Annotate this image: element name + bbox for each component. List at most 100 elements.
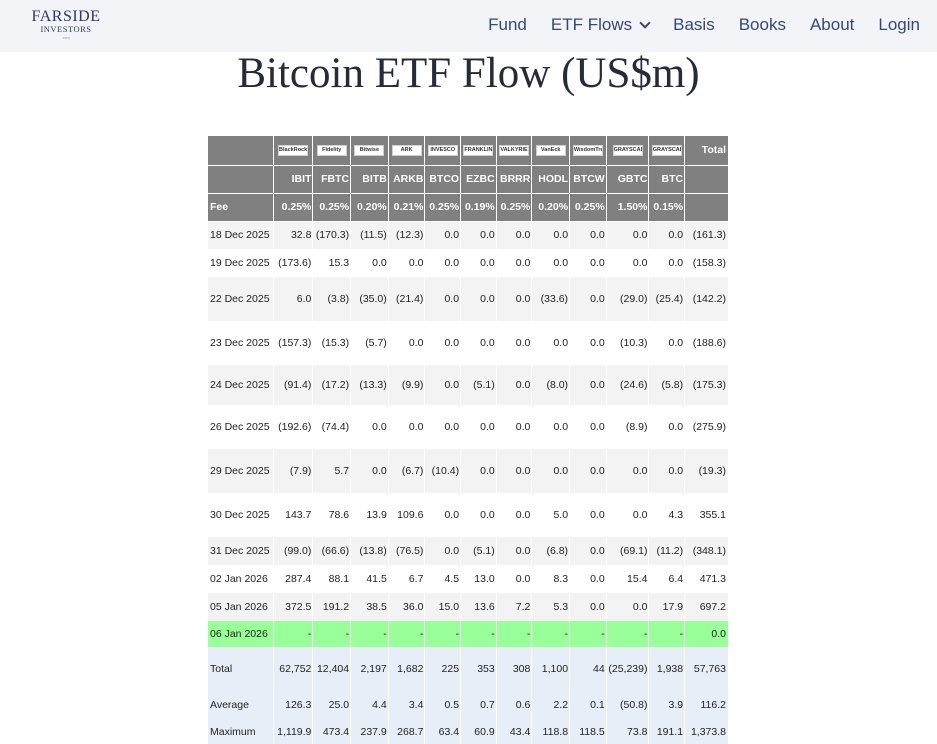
summary-cell: 126.3 bbox=[273, 691, 314, 719]
fee-cell: 0.20% bbox=[531, 193, 571, 222]
page-title: Bitcoin ETF Flow (US$m) bbox=[237, 50, 700, 97]
nav-item-basis[interactable]: Basis bbox=[673, 15, 715, 35]
nav-item-login[interactable]: Login bbox=[878, 15, 920, 35]
fund-logo-icon: BlackRock bbox=[278, 144, 309, 156]
nav-item-fund[interactable]: Fund bbox=[488, 15, 527, 35]
flow-cell: 32.8 bbox=[273, 221, 314, 249]
flow-cell: 38.5 bbox=[350, 593, 389, 621]
summary-cell: 3.4 bbox=[388, 691, 426, 719]
row-date: 06 Jan 2026 bbox=[208, 621, 274, 647]
summary-cell: 353 bbox=[460, 647, 497, 691]
flow-cell: 6.7 bbox=[388, 565, 426, 593]
top-navbar: FARSIDE INVESTORS ◦◦◦ Fund ETF Flows Basis… bbox=[0, 0, 937, 52]
nav-item-books[interactable]: Books bbox=[739, 15, 786, 35]
ticker-header: BRRR bbox=[496, 165, 533, 194]
row-total: 471.3 bbox=[684, 565, 729, 593]
row-date: 19 Dec 2025 bbox=[208, 249, 274, 277]
flow-cell: (13.8) bbox=[350, 537, 389, 565]
table-row: 22 Dec 2025 6.0 (3.8) (35.0) (21.4) 0.0 0.0 0.0… bbox=[208, 277, 729, 321]
summary-label: Average bbox=[208, 691, 274, 719]
row-total: (275.9) bbox=[684, 405, 729, 449]
flow-cell: 13.6 bbox=[460, 593, 497, 621]
flow-cell: (8.9) bbox=[606, 405, 650, 449]
fund-logo-icon: WisdomTree bbox=[572, 144, 603, 156]
flow-cell: (6.8) bbox=[531, 537, 571, 565]
row-total: 697.2 bbox=[684, 593, 729, 621]
flow-cell: 0.0 bbox=[350, 449, 389, 493]
table-row: 24 Dec 2025 (91.4) (17.2) (13.3) (9.9) 0.0 (5.… bbox=[208, 365, 729, 405]
table-row: 26 Dec 2025 (192.6) (74.4) 0.0 0.0 0.0 0.0 0.0 0… bbox=[208, 405, 729, 449]
flow-cell: (17.2) bbox=[312, 365, 352, 405]
header-tickers-row: IBIT FBTC BITB ARKB BTCO EZBC BRRR HODL BTCW GBTC… bbox=[208, 165, 729, 194]
flow-cell: (7.9) bbox=[273, 449, 314, 493]
row-date: 23 Dec 2025 bbox=[208, 321, 274, 365]
fund-logo-icon: Fidelity bbox=[316, 144, 347, 156]
flow-cell: (99.0) bbox=[273, 537, 314, 565]
flow-cell: 0.0 bbox=[460, 221, 497, 249]
summary-cell: 237.9 bbox=[350, 719, 389, 744]
flow-cell: (8.0) bbox=[531, 365, 571, 405]
flow-cell: (74.4) bbox=[312, 405, 352, 449]
flow-cell: (11.2) bbox=[648, 537, 686, 565]
table-row: 06 Jan 2026- - - - - - - - - - -0.0 bbox=[208, 621, 729, 647]
summary-cell: 118.8 bbox=[531, 719, 571, 744]
flow-cell: 4.5 bbox=[424, 565, 462, 593]
flow-cell: (69.1) bbox=[606, 537, 650, 565]
flow-cell: 8.3 bbox=[531, 565, 571, 593]
flow-cell: - bbox=[606, 621, 650, 647]
summary-label: Total bbox=[208, 647, 274, 691]
summary-total: 57,763 bbox=[684, 647, 729, 691]
flow-cell: 0.0 bbox=[388, 321, 426, 365]
flow-cell: (35.0) bbox=[350, 277, 389, 321]
summary-cell: 62,752 bbox=[273, 647, 314, 691]
row-total: (175.3) bbox=[684, 365, 729, 405]
summary-cell: 1,100 bbox=[531, 647, 571, 691]
ticker-header: ARKB bbox=[388, 165, 426, 194]
summary-cell: 1,938 bbox=[648, 647, 686, 691]
table-row: 23 Dec 2025 (157.3) (15.3) (5.7) 0.0 0.0 0.0 0.… bbox=[208, 321, 729, 365]
flow-cell: (5.7) bbox=[350, 321, 389, 365]
fund-logo-cell: Bitwise bbox=[350, 136, 389, 166]
fund-logo-cell: BlackRock bbox=[273, 136, 314, 166]
summary-cell: 2.2 bbox=[531, 691, 571, 719]
nav-item-label: ETF Flows bbox=[550, 15, 633, 34]
farside-logo[interactable]: FARSIDE INVESTORS ◦◦◦ bbox=[31, 9, 101, 43]
nav-item-etf-flows[interactable]: ETF Flows bbox=[550, 15, 651, 35]
flow-cell: (10.4) bbox=[424, 449, 462, 493]
summary-total: 116.2 bbox=[684, 691, 729, 719]
flow-cell: 15.4 bbox=[606, 565, 650, 593]
flow-cell: (13.3) bbox=[350, 365, 389, 405]
summary-cell: (50.8) bbox=[606, 691, 650, 719]
fee-cell: 0.21% bbox=[388, 193, 426, 222]
flow-cell: 0.0 bbox=[496, 249, 533, 277]
ticker-header: FBTC bbox=[312, 165, 352, 194]
flow-cell: 0.0 bbox=[531, 405, 571, 449]
nav-item-about[interactable]: About bbox=[810, 15, 854, 35]
summary-cell: 1,119.9 bbox=[273, 719, 314, 744]
header-corner bbox=[208, 165, 274, 194]
table-row: 31 Dec 2025 (99.0) (66.6) (13.8) (76.5) 0.0 (5… bbox=[208, 537, 729, 565]
fund-logo-cell: FRANKLIN TEMPLETON bbox=[460, 136, 497, 166]
flow-cell: 17.9 bbox=[648, 593, 686, 621]
summary-cell: 2,197 bbox=[350, 647, 389, 691]
flow-cell: (33.6) bbox=[531, 277, 571, 321]
flow-cell: 0.0 bbox=[569, 449, 607, 493]
flow-cell: 0.0 bbox=[460, 449, 497, 493]
summary-cell: 0.5 bbox=[424, 691, 462, 719]
fund-logo-icon: Bitwise bbox=[354, 144, 385, 156]
chevron-down-icon bbox=[639, 16, 651, 29]
fund-logo-icon: GRAYSCALE bbox=[612, 144, 643, 156]
summary-cell: 3.9 bbox=[648, 691, 686, 719]
fee-cell: 1.50% bbox=[606, 193, 650, 222]
flow-cell: 0.0 bbox=[648, 405, 686, 449]
row-date: 26 Dec 2025 bbox=[208, 405, 274, 449]
flow-cell: 0.0 bbox=[606, 249, 650, 277]
flow-cell: 0.0 bbox=[606, 221, 650, 249]
flow-cell: 5.7 bbox=[312, 449, 352, 493]
flow-cell: 0.0 bbox=[648, 321, 686, 365]
flow-cell: 0.0 bbox=[460, 493, 497, 537]
flow-cell: (6.7) bbox=[388, 449, 426, 493]
flow-cell: 0.0 bbox=[569, 221, 607, 249]
flow-cell: (21.4) bbox=[388, 277, 426, 321]
table-row: 02 Jan 2026 287.4 88.1 41.5 6.7 4.5 13.0 0.0 8.3… bbox=[208, 565, 729, 593]
